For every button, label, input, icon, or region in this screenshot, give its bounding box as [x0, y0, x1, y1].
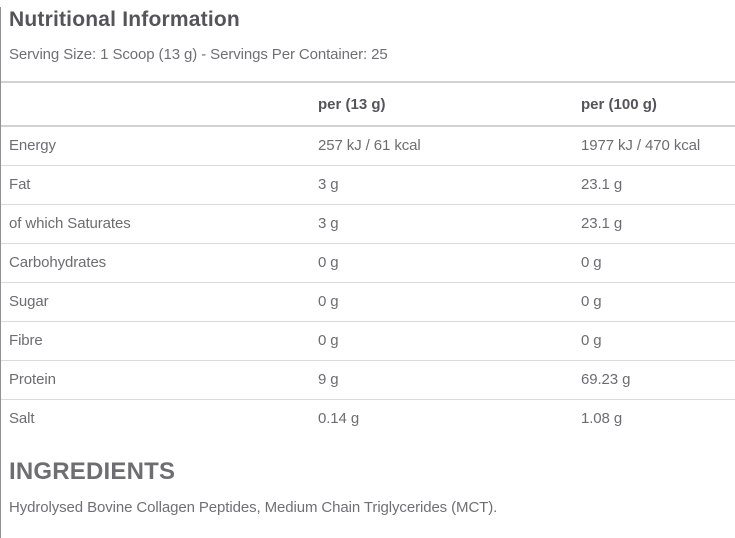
- column-header-per-serving: per (13 g): [318, 82, 581, 127]
- nutrient-label: Carbohydrates: [1, 243, 318, 283]
- serving-info: Serving Size: 1 Scoop (13 g) - Servings …: [9, 46, 388, 63]
- nutrient-label: Energy: [1, 126, 318, 166]
- nutrient-label: Protein: [1, 360, 318, 400]
- table-row: Salt 0.14 g 1.08 g: [1, 399, 735, 438]
- value-per-serving: 3 g: [318, 165, 581, 205]
- value-per-serving: 0 g: [318, 282, 581, 322]
- nutrient-label: Fibre: [1, 321, 318, 361]
- nutrient-label: Salt: [9, 410, 35, 428]
- ingredients-text: Hydrolysed Bovine Collagen Peptides, Med…: [9, 499, 498, 516]
- table-header-row: per (13 g) per (100 g): [1, 82, 735, 127]
- table-row: of which Saturates 3 g 23.1 g: [1, 204, 735, 244]
- value-per-serving: 9 g: [318, 360, 581, 400]
- nutrient-label: Sugar: [1, 282, 318, 322]
- table-row: Carbohydrates 0 g 0 g: [1, 243, 735, 283]
- value-per-100g: 1977 kJ / 470 kcal: [581, 126, 735, 166]
- nutrient-label: of which Saturates: [1, 204, 318, 244]
- table-row: Energy 257 kJ / 61 kcal 1977 kJ / 470 kc…: [1, 126, 735, 166]
- value-per-100g: 23.1 g: [581, 204, 735, 244]
- column-header-per-100g: per (100 g): [581, 82, 735, 127]
- value-per-serving: 0 g: [318, 321, 581, 361]
- nutrition-panel: { "colors": { "background": "#ffffff", "…: [0, 7, 735, 538]
- table-row: Fibre 0 g 0 g: [1, 321, 735, 361]
- table-row: Protein 9 g 69.23 g: [1, 360, 735, 400]
- page-title: Nutritional Information: [9, 8, 240, 31]
- table-row: Fat 3 g 23.1 g: [1, 165, 735, 205]
- nutrition-table-body: Energy 257 kJ / 61 kcal 1977 kJ / 470 kc…: [1, 126, 735, 438]
- value-per-serving: 257 kJ / 61 kcal: [318, 126, 581, 166]
- value-per-100g: 1.08 g: [581, 410, 623, 428]
- value-per-100g: 0 g: [581, 282, 735, 322]
- nutrition-table: per (13 g) per (100 g) Energy 257 kJ / 6…: [1, 81, 735, 438]
- nutrient-label: Fat: [1, 165, 318, 205]
- value-per-serving: 0 g: [318, 243, 581, 283]
- value-per-100g: 0 g: [581, 321, 735, 361]
- value-per-serving: 0.14 g: [318, 410, 360, 428]
- ingredients-heading: INGREDIENTS: [9, 458, 176, 485]
- table-row: Sugar 0 g 0 g: [1, 282, 735, 322]
- value-per-100g: 69.23 g: [581, 360, 735, 400]
- value-per-serving: 3 g: [318, 204, 581, 244]
- value-per-100g: 0 g: [581, 243, 735, 283]
- value-per-100g: 23.1 g: [581, 165, 735, 205]
- column-header-nutrient: [1, 82, 318, 127]
